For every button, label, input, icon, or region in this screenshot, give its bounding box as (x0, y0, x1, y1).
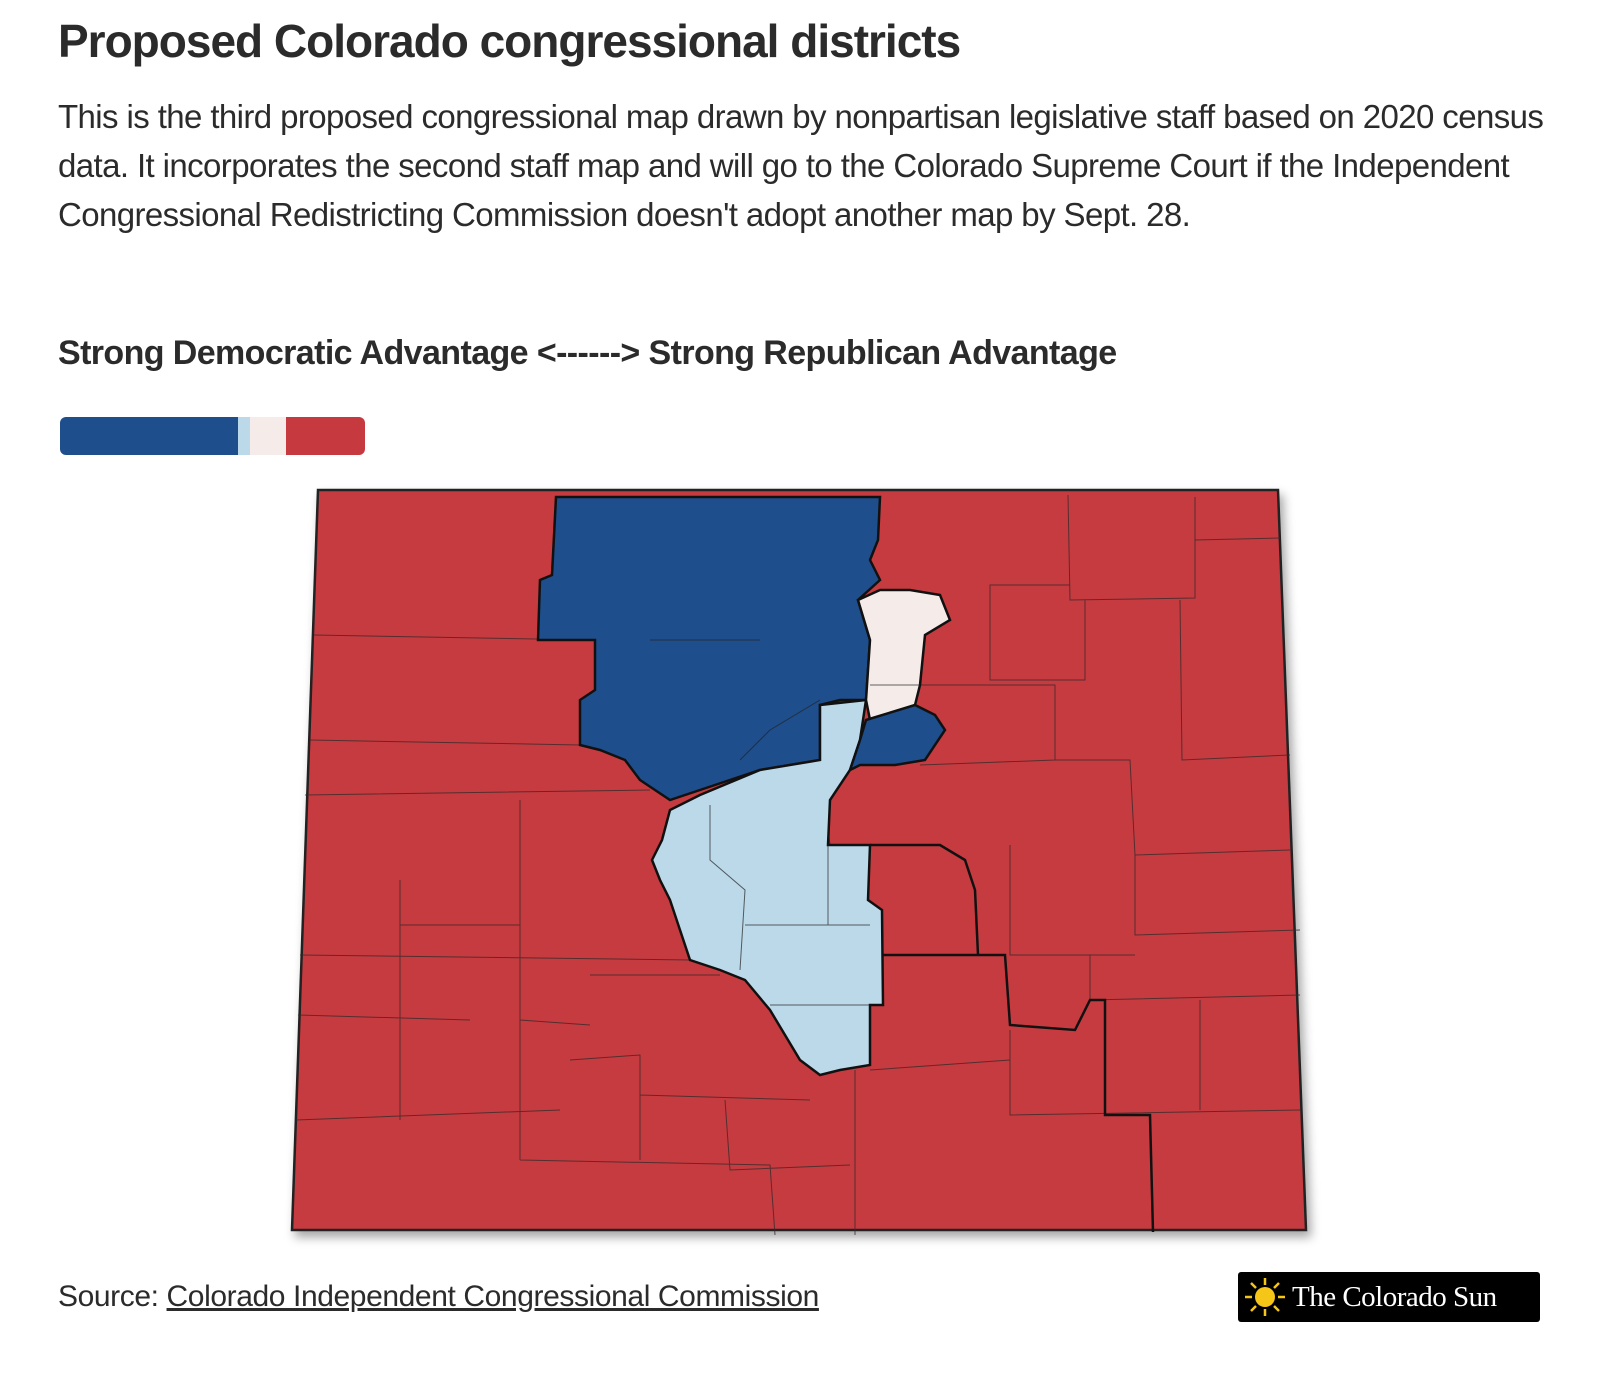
map (290, 488, 1308, 1236)
legend-competitive (250, 417, 286, 455)
title: Proposed Colorado congressional district… (58, 15, 961, 67)
inner-lines (650, 639, 920, 1006)
legend-bar (60, 417, 365, 455)
logo: The Colorado Sun (1238, 1272, 1540, 1322)
district-strong-dem-small (847, 703, 947, 773)
district-boundary (870, 843, 1155, 1233)
legend-label: Strong Democratic Advantage <------> Str… (58, 334, 1117, 372)
legend-strong-dem (60, 417, 238, 455)
legend-lean-dem (238, 417, 250, 455)
logo-sun (1245, 1278, 1285, 1316)
legend-strong-rep (286, 417, 365, 455)
district-competitive (856, 588, 952, 722)
source-prefix: Source: (58, 1280, 159, 1313)
source: Source: Colorado Independent Congression… (58, 1280, 819, 1314)
source-link[interactable]: Colorado Independent Congressional Commi… (166, 1280, 820, 1313)
description: This is the third proposed congressional… (58, 98, 1544, 233)
district-strong-dem (536, 495, 882, 802)
logo-text: The Colorado Sun (1292, 1281, 1497, 1313)
district-lean-dem (650, 698, 885, 1077)
